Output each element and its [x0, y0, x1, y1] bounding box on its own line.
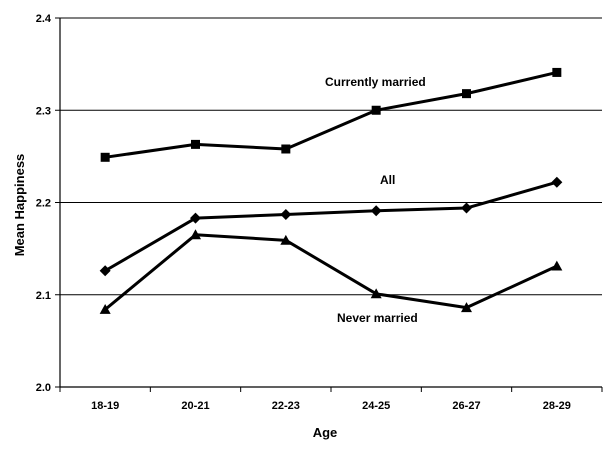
x-tick-label: 20-21	[181, 400, 209, 412]
x-tick-label: 24-25	[362, 400, 390, 412]
grid-layer	[60, 17, 602, 296]
data-point-all	[280, 208, 292, 220]
data-point-all	[461, 202, 472, 214]
data-point-never-married	[551, 260, 563, 271]
series-label-currently-married: Currently married	[325, 75, 426, 89]
label-layer: Mean Happiness Age Currently married All…	[12, 75, 426, 440]
y-tick-label: 2.2	[36, 198, 51, 210]
series-line-currently-married	[104, 70, 558, 159]
y-tick-label: 2.3	[36, 105, 51, 117]
data-point-never-married	[99, 304, 111, 314]
series-line-never-married	[104, 233, 558, 311]
data-point-currently-married	[371, 105, 381, 115]
series-line-all	[104, 180, 558, 273]
x-axis-title: Age	[313, 425, 338, 440]
data-point-currently-married	[281, 144, 291, 154]
x-tick-label: 22-23	[272, 400, 300, 412]
series-layer	[99, 67, 563, 314]
data-point-all	[190, 212, 201, 224]
series-label-never-married: Never married	[337, 311, 418, 325]
data-point-currently-married	[100, 152, 110, 162]
x-tick-label: 28-29	[543, 400, 571, 412]
series-label-all: All	[380, 173, 395, 187]
x-tick-label: 18-19	[91, 400, 119, 412]
y-axis-title: Mean Happiness	[12, 154, 27, 257]
y-tick-label: 2.4	[36, 13, 52, 25]
data-point-all	[370, 205, 382, 217]
axis-layer: 2.0 2.1 2.2 2.3 2.4 18-19 20-21 22-23 24-25 26-27…	[36, 13, 603, 412]
data-point-currently-married	[191, 139, 200, 149]
data-point-never-married	[280, 234, 292, 245]
y-tick-label: 2.1	[36, 290, 51, 302]
data-point-never-married	[370, 288, 382, 299]
data-point-never-married	[461, 302, 472, 313]
data-point-currently-married	[462, 89, 471, 99]
y-tick-label: 2.0	[36, 382, 51, 394]
data-point-all	[551, 176, 563, 188]
data-point-currently-married	[552, 67, 562, 77]
data-point-never-married	[190, 229, 201, 240]
x-tick-label: 26-27	[452, 400, 480, 412]
data-point-all	[99, 265, 111, 277]
